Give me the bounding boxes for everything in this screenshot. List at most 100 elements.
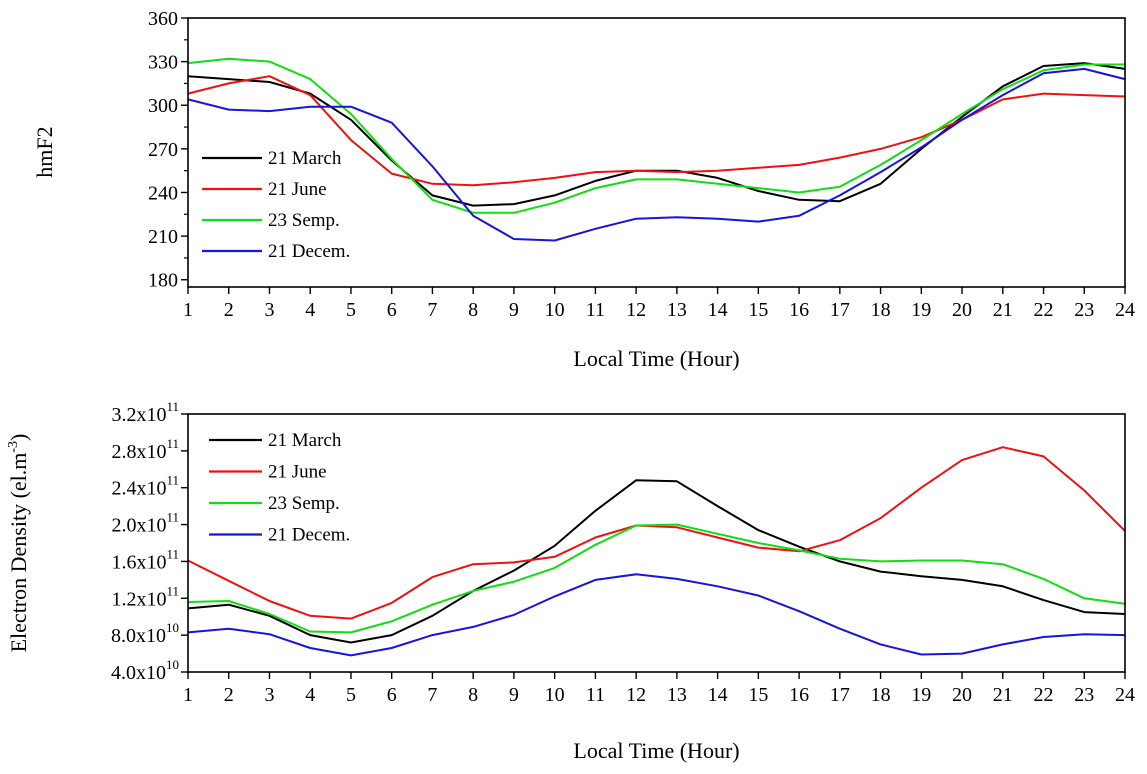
x-axis-title: Local Time (Hour) <box>573 346 739 371</box>
series-line-4 <box>187 573 1126 657</box>
y-tick-exponent: 11 <box>166 399 179 414</box>
y-axis-title-superscript: -3 <box>6 441 21 453</box>
x-tick-label: 13 <box>667 299 687 321</box>
y-tick-exponent: 10 <box>166 620 179 635</box>
legend-label: 21 June <box>268 462 327 483</box>
x-tick-label: 9 <box>509 684 519 706</box>
x-tick-label: 19 <box>911 684 931 706</box>
x-tick-label: 2 <box>224 299 234 321</box>
x-tick-label: 17 <box>830 684 850 706</box>
y-axis-title-main: hmF2 <box>32 126 57 177</box>
y-tick-label: 4.0x1010 <box>111 657 179 684</box>
x-tick-label: 22 <box>1034 684 1054 706</box>
y-tick-mantissa: 1.6x10 <box>111 551 166 573</box>
x-tick-label: 7 <box>427 684 437 706</box>
plot-frame <box>187 17 1126 288</box>
y-tick-mantissa: 1.2x10 <box>111 588 166 610</box>
y-tick-label: 270 <box>148 139 178 161</box>
y-tick-mantissa: 8.0x10 <box>111 625 166 647</box>
y-tick-label: 3.2x1011 <box>111 399 179 426</box>
y-tick-exponent: 11 <box>166 510 179 525</box>
y-tick-exponent: 11 <box>166 546 179 561</box>
y-tick-exponent: 10 <box>166 657 179 672</box>
x-tick-label: 20 <box>952 299 972 321</box>
series-group <box>187 446 1126 657</box>
x-tick-label: 22 <box>1034 299 1054 321</box>
x-tick-label: 5 <box>346 684 356 706</box>
y-tick-label: 8.0x1010 <box>111 620 179 647</box>
y-tick-label: 2.8x1011 <box>111 436 179 463</box>
y-tick-mantissa: 2.0x10 <box>111 515 166 537</box>
y-tick-label: 210 <box>148 226 178 248</box>
x-tick-label: 10 <box>545 684 565 706</box>
series-group <box>187 57 1126 242</box>
y-axis-title-main: Electron Density (el.m <box>6 453 31 653</box>
y-tick-label: 240 <box>148 182 178 204</box>
y-tick-label: 1.2x1011 <box>111 583 179 610</box>
x-axis: 1 2 3 4 5 6 7 8 9 10 11 12 13 14 15 16 17 18 19 20 21 22 23 24 <box>183 672 1135 706</box>
x-tick-label: 23 <box>1074 684 1094 706</box>
y-tick-label: 2.0x1011 <box>111 510 179 537</box>
legend-label: 21 Decem. <box>268 241 350 262</box>
y-tick-exponent: 11 <box>166 473 179 488</box>
x-tick-label: 13 <box>667 684 687 706</box>
x-tick-label: 1 <box>183 299 193 321</box>
x-tick-label: 4 <box>305 684 315 706</box>
y-axis-title-suffix: ) <box>6 434 31 441</box>
series-line-1 <box>187 479 1126 644</box>
y-tick-mantissa: 4.0x10 <box>111 662 166 684</box>
hmf2-chart: 1 2 3 4 5 6 7 8 9 10 11 12 13 14 15 16 17 18 19 20 21 22 23 241… <box>32 8 1135 371</box>
x-tick-label: 20 <box>952 684 972 706</box>
y-axis: 4.0x10108.0x10101.2x10111.6x10112.0x1011… <box>111 399 188 684</box>
x-tick-label: 2 <box>224 684 234 706</box>
x-tick-label: 21 <box>993 299 1013 321</box>
y-axis-title: Electron Density (el.m-3) <box>6 434 31 653</box>
y-tick-exponent: 11 <box>166 583 179 598</box>
y-tick-mantissa: 2.8x10 <box>111 441 166 463</box>
legend-label: 23 Semp. <box>268 210 340 231</box>
x-tick-label: 23 <box>1074 299 1094 321</box>
x-tick-label: 1 <box>183 684 193 706</box>
x-tick-label: 3 <box>264 299 274 321</box>
x-tick-label: 17 <box>830 299 850 321</box>
x-tick-label: 18 <box>871 299 891 321</box>
x-tick-label: 24 <box>1115 299 1135 321</box>
series-line-3 <box>187 57 1125 214</box>
y-tick-label: 330 <box>148 52 178 74</box>
x-tick-label: 15 <box>748 684 768 706</box>
x-tick-label: 12 <box>626 684 646 706</box>
legend-label: 21 June <box>268 179 327 200</box>
x-tick-label: 3 <box>264 684 274 706</box>
x-tick-label: 6 <box>387 299 397 321</box>
legend-label: 21 March <box>268 430 342 451</box>
x-tick-label: 15 <box>748 299 768 321</box>
x-axis-title: Local Time (Hour) <box>573 738 739 763</box>
x-tick-label: 11 <box>586 684 605 706</box>
x-tick-label: 6 <box>387 684 397 706</box>
x-tick-label: 18 <box>871 684 891 706</box>
x-tick-label: 14 <box>708 299 728 321</box>
x-tick-label: 7 <box>427 299 437 321</box>
x-tick-label: 12 <box>626 299 646 321</box>
x-tick-label: 19 <box>911 299 931 321</box>
x-tick-label: 10 <box>545 299 565 321</box>
x-tick-label: 14 <box>708 684 728 706</box>
legend-label: 21 March <box>268 148 342 169</box>
y-tick-mantissa: 2.4x10 <box>111 478 166 500</box>
x-axis: 1 2 3 4 5 6 7 8 9 10 11 12 13 14 15 16 17 18 19 20 21 22 23 24 <box>183 287 1135 321</box>
x-tick-label: 24 <box>1115 684 1135 706</box>
series-line-2 <box>187 446 1126 620</box>
x-tick-label: 5 <box>346 299 356 321</box>
y-axis: 180 210 240 270 300 330 360 <box>148 8 188 292</box>
x-tick-label: 8 <box>468 684 478 706</box>
y-tick-exponent: 11 <box>166 436 179 451</box>
x-tick-label: 9 <box>509 299 519 321</box>
x-tick-label: 16 <box>789 299 809 321</box>
series-line-1 <box>187 62 1126 207</box>
y-axis-title: hmF2 <box>32 126 57 177</box>
x-tick-label: 16 <box>789 684 809 706</box>
legend: 21 March 21 June 23 Semp. 21 Decem. <box>202 148 350 262</box>
y-tick-label: 180 <box>148 270 178 292</box>
legend-label: 23 Semp. <box>268 493 340 514</box>
